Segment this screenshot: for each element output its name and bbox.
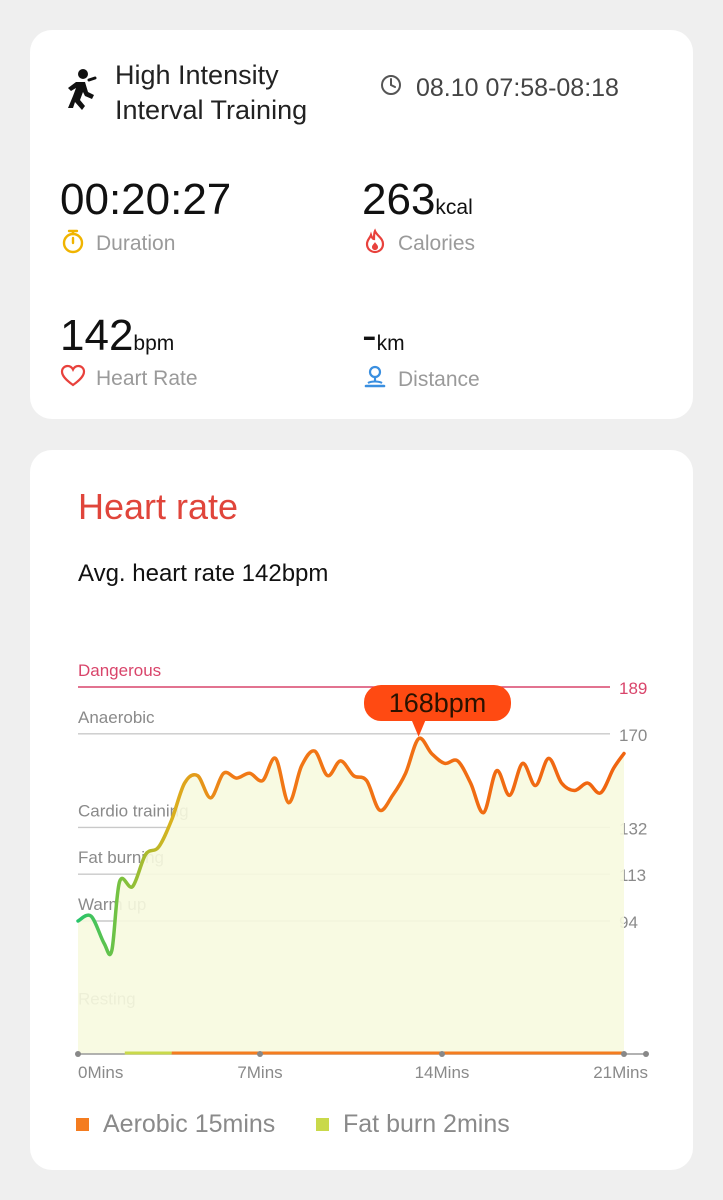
zone-label-cardio-training: Cardio training <box>78 801 189 820</box>
heart-rate-chart: 189 Dangerous 170 Anaerobic 132 Cardio traini… <box>75 661 649 1082</box>
peak-value-label: 168bpm <box>389 688 487 718</box>
distance-label-row: Distance <box>362 364 480 396</box>
distance-stat: -km <box>362 314 405 358</box>
workout-summary-card: High Intensity Interval Training 08.10 0… <box>30 30 693 419</box>
fat-burn-swatch <box>316 1118 329 1131</box>
legend-aerobic-label: Aerobic 15mins <box>103 1110 276 1138</box>
duration-label-row: Duration <box>60 228 175 260</box>
heart-rate-line <box>76 736 626 957</box>
duration-value: 00:20:27 <box>60 175 232 224</box>
distance-value: - <box>362 311 377 360</box>
x-tick-label: 0Mins <box>78 1063 123 1082</box>
legend-fat-burn-label: Fat burn 2mins <box>343 1110 510 1138</box>
workout-time-range: 08.10 07:58-08:18 <box>380 74 619 103</box>
x-tick-label: 7Mins <box>237 1063 282 1082</box>
duration-label: Duration <box>96 232 176 255</box>
heart-icon <box>60 364 86 394</box>
calories-unit: kcal <box>435 196 473 219</box>
distance-label: Distance <box>398 368 480 391</box>
location-pin-icon <box>362 364 388 396</box>
x-tick-label: 14Mins <box>415 1063 470 1082</box>
legend-fat-burn: Fat burn 2mins <box>316 1110 510 1139</box>
clock-icon <box>380 74 402 103</box>
peak-callout <box>364 685 511 721</box>
x-tick-dot <box>75 1051 81 1057</box>
time-range-text: 08.10 07:58-08:18 <box>416 74 619 102</box>
zone-threshold-dangerous: 189 <box>619 679 647 698</box>
average-heart-rate: Avg. heart rate 142bpm <box>78 560 329 587</box>
zone-label-dangerous: Dangerous <box>78 661 161 680</box>
calories-stat: 263kcal <box>362 178 473 222</box>
flame-icon <box>362 228 388 260</box>
peak-callout-pointer <box>411 720 426 737</box>
calories-label-row: Calories <box>362 228 475 260</box>
heart-rate-label-row: Heart Rate <box>60 364 198 394</box>
x-tick-dot <box>621 1051 627 1057</box>
fat-burn-area <box>78 738 624 1054</box>
x-tick-dot <box>257 1051 263 1057</box>
calories-value: 263 <box>362 175 436 224</box>
aerobic-swatch <box>76 1118 89 1131</box>
zone-threshold-cardio-training: 132 <box>619 819 647 838</box>
calories-label: Calories <box>398 232 476 255</box>
heart-rate-value: 142 <box>60 311 134 360</box>
heart-rate-card: Heart rate Avg. heart rate 142bpm 189 Dan… <box>30 450 693 1170</box>
heart-rate-unit: bpm <box>133 332 175 355</box>
heart-rate-label: Heart Rate <box>96 367 198 390</box>
stopwatch-icon <box>60 228 86 260</box>
heart-rate-section-title: Heart rate <box>78 486 239 527</box>
x-tick-dot <box>439 1051 445 1057</box>
x-tick-label: 21Mins <box>593 1063 648 1082</box>
distance-unit: km <box>376 332 405 355</box>
zone-threshold-fat-burning: 113 <box>619 866 646 885</box>
heart-rate-stat: 142bpm <box>60 314 174 358</box>
workout-title: High Intensity Interval Training <box>115 60 308 125</box>
zone-threshold-anaerobic: 170 <box>619 726 647 745</box>
zone-label-anaerobic: Anaerobic <box>78 708 155 727</box>
x-axis-end-dot <box>643 1051 649 1057</box>
legend-aerobic: Aerobic 15mins <box>76 1110 275 1139</box>
duration-stat: 00:20:27 <box>60 178 231 222</box>
running-figure-icon <box>63 68 97 117</box>
